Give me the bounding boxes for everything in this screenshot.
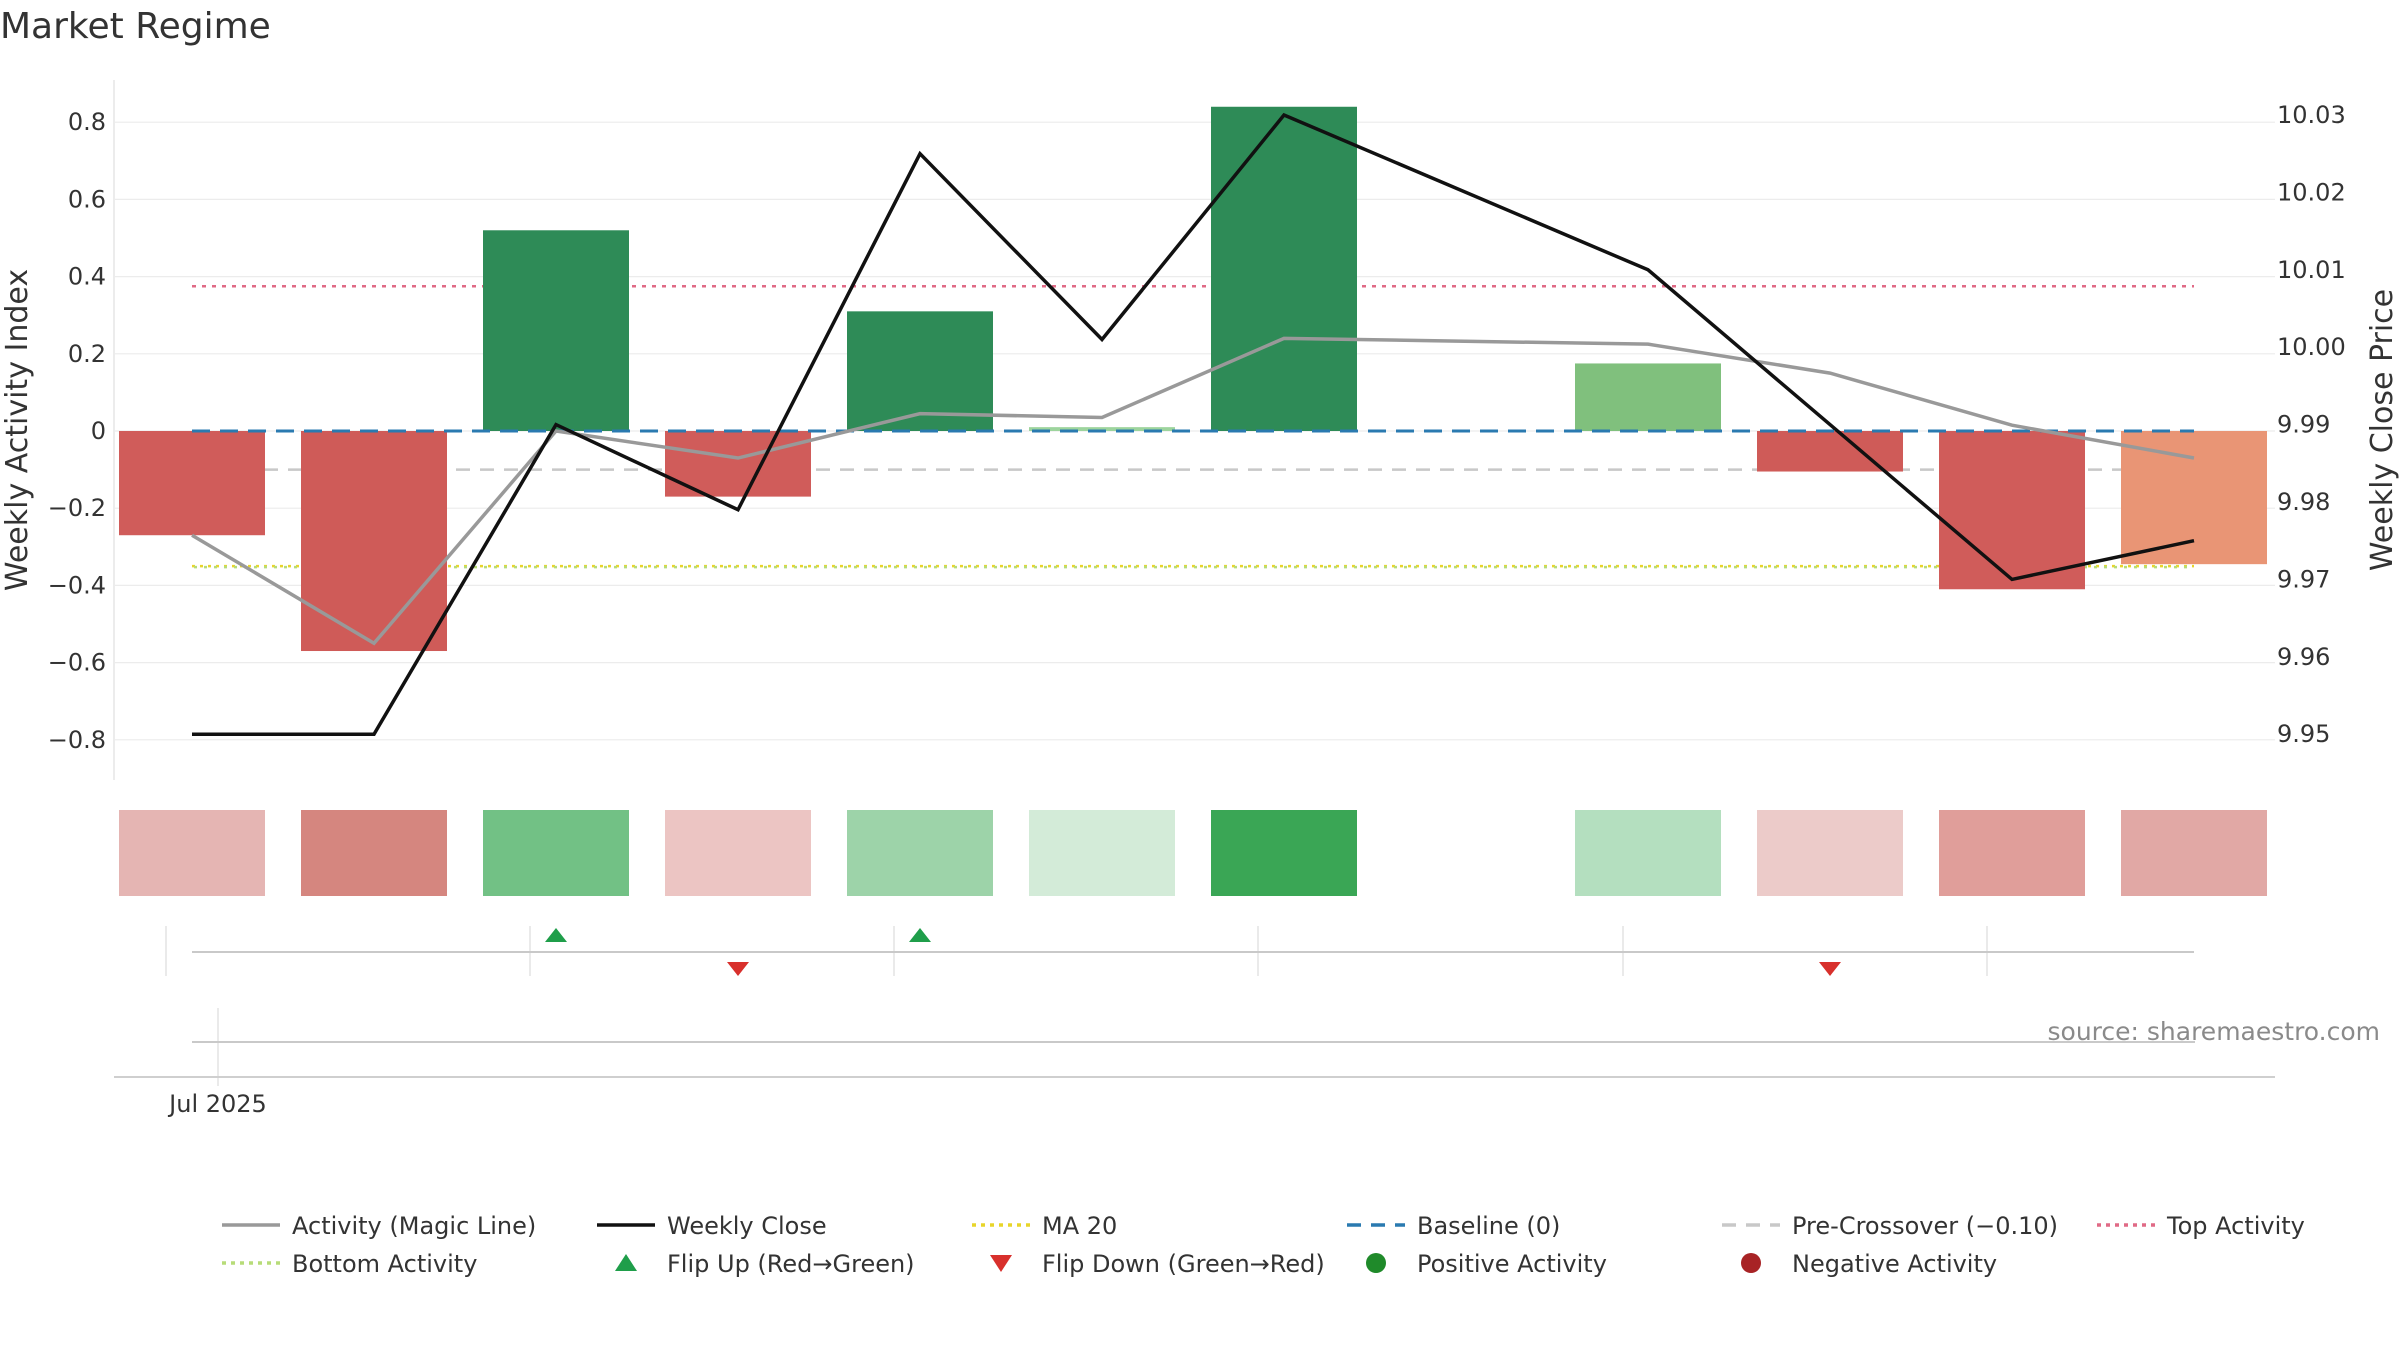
right-tick-label: 9.96	[2277, 643, 2330, 671]
flip-up-marker	[909, 928, 931, 942]
chart-title: Market Regime	[0, 6, 271, 47]
flip-down-marker	[727, 962, 749, 976]
legend-label: Negative Activity	[1792, 1250, 1997, 1278]
right-axis-ticks: 10.03 10.02 10.01 10.00 9.99 9.98 9.97 9.96 9.95	[2277, 101, 2346, 748]
regime-cell	[301, 810, 447, 896]
regime-cell	[2121, 810, 2267, 896]
flip-panel	[165, 926, 2194, 976]
timeline-panel: Jul 2025	[114, 1008, 2275, 1118]
activity-bar	[847, 311, 993, 431]
legend-label: Positive Activity	[1417, 1250, 1607, 1278]
left-axis-ticks: 0.8 0.6 0.4 0.2 0 −0.2 −0.4 −0.6 −0.8	[48, 108, 106, 754]
right-tick-label: 10.02	[2277, 178, 2346, 206]
regime-cell	[1757, 810, 1903, 896]
regime-cell	[1939, 810, 2085, 896]
legend-item: Bottom Activity	[222, 1250, 477, 1278]
legend-label: Flip Up (Red→Green)	[667, 1250, 915, 1278]
right-tick-label: 9.99	[2277, 411, 2330, 439]
regime-cell	[665, 810, 811, 896]
regime-strip	[119, 810, 2267, 896]
left-tick-label: 0.8	[68, 108, 106, 136]
regime-cell	[847, 810, 993, 896]
left-tick-label: −0.2	[48, 494, 106, 522]
activity-bars	[119, 106, 2267, 652]
right-tick-label: 10.03	[2277, 101, 2346, 129]
regime-cell	[483, 810, 629, 896]
gridlines	[113, 80, 2275, 780]
source-credit: source: sharemaestro.com	[2048, 1017, 2381, 1046]
activity-bar	[1575, 363, 1721, 431]
regime-cell	[119, 810, 265, 896]
left-tick-label: 0.4	[68, 263, 106, 291]
right-axis-label: Weekly Close Price	[2365, 289, 2400, 571]
legend-swatch	[615, 1254, 637, 1271]
legend: Activity (Magic Line) Weekly Close MA 20 Ba…	[222, 1212, 2305, 1278]
regime-cell	[1211, 810, 1357, 896]
weekly-close-line	[192, 112, 2195, 736]
left-tick-label: −0.6	[48, 649, 106, 677]
legend-label: Top Activity	[2166, 1212, 2305, 1240]
left-tick-label: −0.4	[48, 571, 106, 599]
activity-bar	[1029, 427, 1175, 431]
left-tick-label: 0.6	[68, 185, 106, 213]
activity-bar	[2121, 431, 2267, 565]
right-tick-label: 9.98	[2277, 488, 2330, 516]
legend-swatch	[990, 1255, 1012, 1272]
legend-item: Weekly Close	[597, 1212, 827, 1240]
legend-label: Weekly Close	[667, 1212, 827, 1240]
x-tick-label: Jul 2025	[167, 1090, 267, 1118]
legend-item: Flip Down (Green→Red)	[990, 1250, 1325, 1278]
legend-label: Bottom Activity	[292, 1250, 477, 1278]
legend-item: Top Activity	[2097, 1212, 2305, 1240]
flip-down-marker	[1819, 962, 1841, 976]
legend-item: Negative Activity	[1741, 1250, 1997, 1278]
legend-item: MA 20	[972, 1212, 1117, 1240]
left-tick-label: 0.2	[68, 340, 106, 368]
right-tick-label: 9.97	[2277, 565, 2330, 593]
regime-cell	[1029, 810, 1175, 896]
activity-bar	[119, 431, 265, 536]
legend-item: Flip Up (Red→Green)	[615, 1250, 915, 1278]
left-axis-label: Weekly Activity Index	[0, 269, 35, 591]
right-tick-label: 10.00	[2277, 333, 2346, 361]
legend-swatch	[1741, 1253, 1761, 1273]
legend-item: Pre-Crossover (−0.10)	[1722, 1212, 2058, 1240]
left-tick-label: 0	[91, 417, 106, 445]
legend-label: Activity (Magic Line)	[292, 1212, 536, 1240]
series-lines	[191, 112, 2195, 736]
activity-bar	[483, 230, 629, 431]
regime-cell	[1575, 810, 1721, 896]
legend-swatch	[1366, 1253, 1386, 1273]
legend-item: Activity (Magic Line)	[222, 1212, 536, 1240]
activity-bar	[301, 431, 447, 652]
legend-label: MA 20	[1042, 1212, 1117, 1240]
legend-label: Flip Down (Green→Red)	[1042, 1250, 1325, 1278]
legend-item: Baseline (0)	[1347, 1212, 1560, 1240]
legend-label: Pre-Crossover (−0.10)	[1792, 1212, 2058, 1240]
magic-line	[191, 336, 2195, 646]
legend-label: Baseline (0)	[1417, 1212, 1560, 1240]
activity-bar	[1939, 431, 2085, 590]
left-tick-label: −0.8	[48, 726, 106, 754]
activity-bar	[1757, 431, 1903, 472]
activity-bar	[1211, 106, 1357, 431]
right-tick-label: 9.95	[2277, 720, 2330, 748]
legend-item: Positive Activity	[1366, 1250, 1607, 1278]
flip-up-marker	[545, 928, 567, 942]
right-tick-label: 10.01	[2277, 256, 2346, 284]
